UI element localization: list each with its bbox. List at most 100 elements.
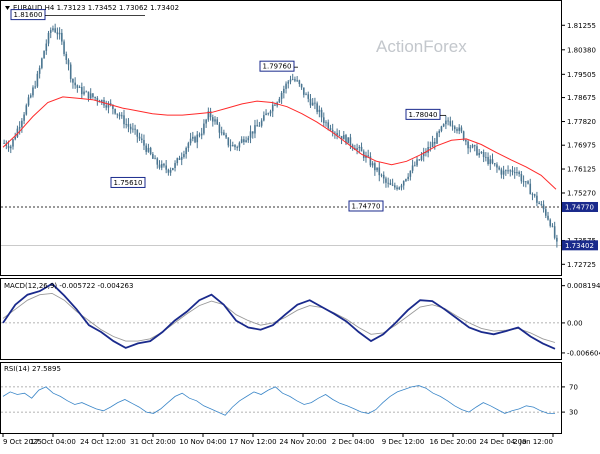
candle-body [467, 141, 469, 149]
candle-body [294, 79, 296, 81]
candle-body [92, 93, 94, 97]
time-tick-label: 24 Oct 12:00 [80, 438, 126, 446]
candle-body [216, 119, 219, 125]
candle-body [7, 146, 10, 149]
time-tick-label: 9 Oct 2025 [3, 438, 42, 446]
macd-tick-label: 0.008194 [567, 282, 600, 290]
price-annotation: 1.78040 [405, 108, 441, 120]
price-layer: 1.81600 1.79760 1.78040 1.75610 1.74770 [1, 9, 561, 248]
candle-body [125, 123, 128, 125]
candle-body [147, 147, 150, 152]
candle-body [396, 187, 398, 190]
candle-body [152, 153, 154, 159]
candle-body [240, 139, 243, 143]
candle-body [469, 147, 472, 149]
candle-body [305, 94, 307, 96]
candle-body [298, 80, 301, 85]
candle-body [176, 158, 179, 164]
candle-body [480, 152, 483, 153]
price-tick-label: 1.79505 [567, 71, 596, 79]
candle-body [287, 81, 290, 84]
moving-average-line [2, 96, 557, 190]
candle-body [342, 135, 345, 140]
candle-body [271, 104, 274, 112]
price-level-label: 1.74770 [565, 203, 594, 211]
candle-body [400, 185, 403, 188]
price-tick-label: 1.76125 [567, 166, 596, 174]
collapse-triangle-icon[interactable] [5, 6, 10, 10]
candle-body [453, 126, 456, 130]
candle-body [536, 195, 538, 203]
candle-body [471, 145, 474, 148]
candle-body [429, 147, 432, 148]
price-tick-label: 1.76975 [567, 142, 596, 150]
candle-body [291, 79, 294, 80]
candle-body [420, 156, 423, 161]
candle-body [356, 148, 358, 150]
candle-body [260, 120, 263, 126]
candle-body [394, 185, 396, 188]
price-panel-frame [0, 0, 562, 276]
candle-body [214, 119, 216, 122]
candle-body [425, 152, 427, 153]
candle-body [522, 181, 525, 183]
candle-body [196, 134, 199, 143]
candle-body [65, 54, 68, 60]
annotation-label: 1.81600 [14, 11, 43, 19]
candle-body [227, 137, 230, 146]
candle-body [163, 163, 165, 166]
candle-body [462, 131, 465, 141]
candle-body [54, 28, 56, 33]
candle-body [263, 115, 265, 121]
candle-body [416, 159, 418, 166]
candle-body [334, 132, 336, 134]
candle-body [258, 125, 261, 127]
candle-body [47, 32, 50, 44]
candle-body [269, 111, 272, 114]
candle-body [345, 135, 347, 144]
candle-body [220, 132, 223, 134]
candle-body [320, 109, 323, 118]
candle-body [300, 84, 303, 88]
candle-body [251, 131, 254, 134]
candle-body [296, 80, 298, 82]
candle-body [482, 152, 485, 158]
candle-body [72, 78, 74, 83]
candle-body [289, 79, 292, 82]
candle-body [154, 158, 156, 160]
candle-body [180, 156, 183, 160]
candle-body [507, 170, 509, 172]
candle-body [445, 120, 447, 125]
candle-body [56, 32, 59, 35]
candle-body [431, 141, 434, 148]
annotation-label: 1.78040 [409, 111, 438, 119]
candle-body [58, 32, 61, 35]
annotation-label: 1.74770 [352, 202, 381, 210]
candle-body [516, 172, 518, 174]
macd-tick-label: -0.006604 [567, 349, 600, 357]
candle-body [505, 170, 507, 172]
candle-body [542, 204, 545, 210]
candle-body [318, 109, 321, 112]
candle-body [531, 194, 534, 196]
candle-body [178, 158, 181, 160]
macd-line [2, 282, 556, 350]
candle-body [371, 163, 374, 166]
candle-body [405, 179, 407, 181]
candle-body [485, 156, 487, 158]
candle-body [43, 50, 45, 59]
candle-body [336, 132, 338, 136]
candle-body [249, 131, 252, 138]
candle-body [109, 103, 112, 105]
candle-body [378, 167, 381, 176]
candle-body [52, 28, 54, 31]
candle-body [385, 178, 387, 183]
price-level-box [562, 201, 598, 212]
candle-body [165, 165, 167, 170]
time-tick-label: 24 Nov 20:00 [279, 438, 326, 446]
candle-body [231, 145, 234, 147]
candle-body [500, 169, 503, 175]
candle-body [422, 152, 425, 157]
candle-body [493, 163, 496, 165]
candle-body [278, 98, 281, 103]
